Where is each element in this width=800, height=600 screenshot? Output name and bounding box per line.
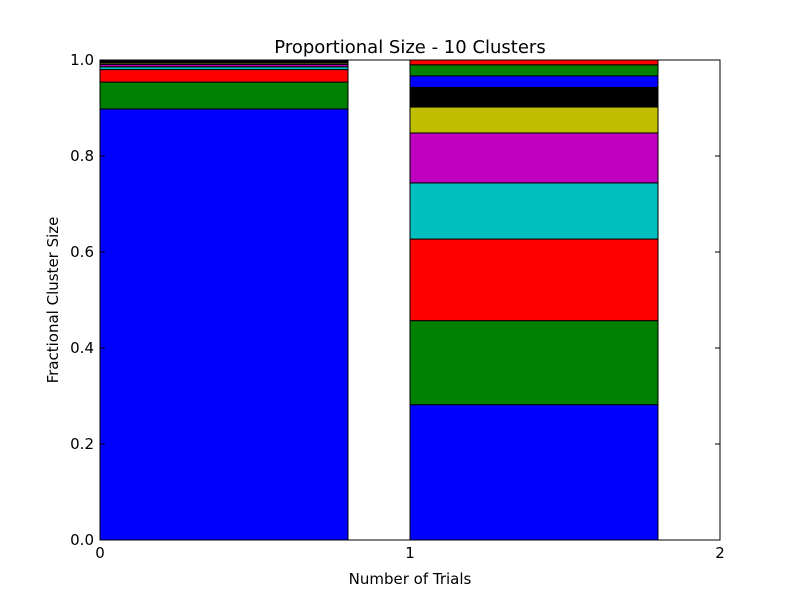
x-tick-label-1: 1	[405, 544, 415, 562]
y-tick-label-3: 0.6	[70, 243, 94, 261]
x-axis-label: Number of Trials	[349, 570, 472, 588]
bar-1-segment-7	[409, 75, 659, 88]
y-tick-label-1: 0.2	[70, 435, 94, 453]
y-tick-label-5: 1.0	[70, 51, 94, 69]
y-axis-label: Fractional Cluster Size	[44, 217, 62, 384]
bar-1-segment-9	[409, 59, 659, 66]
bars-layer	[99, 59, 659, 541]
x-tick-label-0: 0	[95, 544, 105, 562]
y-tick-label-2: 0.4	[70, 339, 94, 357]
chart-title: Proportional Size - 10 Clusters	[274, 37, 545, 58]
bar-1-segment-6	[409, 86, 659, 108]
bar-1-segment-4	[409, 132, 659, 184]
bar-1-segment-0	[409, 404, 659, 541]
bar-0-segment-2	[99, 69, 349, 83]
ticks-layer: 0 1 2 0.0 0.2 0.4 0.6 0.8 1.0	[70, 51, 725, 562]
y-tick-label-0: 0.0	[70, 531, 94, 549]
bar-1-segment-8	[409, 64, 659, 77]
bar-1-segment-2	[409, 238, 659, 322]
bar-0-segment-1	[99, 81, 349, 110]
x-tick-label-2: 2	[715, 544, 725, 562]
bar-1-segment-5	[409, 106, 659, 134]
bar-1-segment-1	[409, 320, 659, 406]
y-tick-label-4: 0.8	[70, 147, 94, 165]
bar-0-segment-0	[99, 108, 349, 541]
bar-1-segment-3	[409, 182, 659, 240]
